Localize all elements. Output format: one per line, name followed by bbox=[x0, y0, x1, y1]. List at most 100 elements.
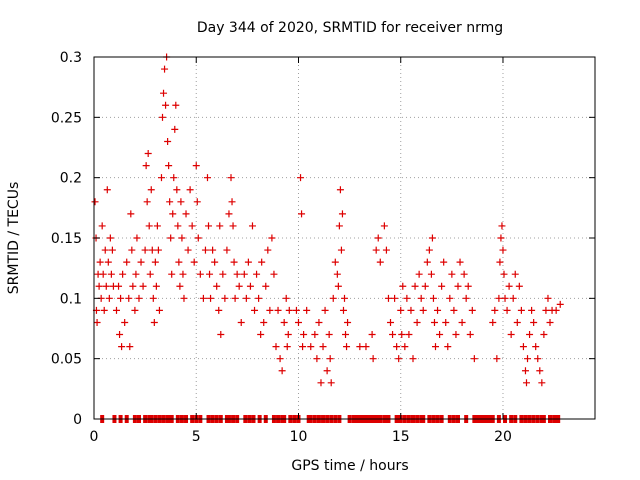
data-point-marker bbox=[413, 318, 421, 326]
data-point-marker bbox=[151, 258, 159, 266]
data-point-marker bbox=[538, 379, 546, 387]
data-point-marker bbox=[382, 246, 390, 254]
y-axis-label: SRMTID / TECUs bbox=[6, 182, 22, 295]
data-point-marker bbox=[237, 318, 245, 326]
data-point-marker bbox=[398, 331, 406, 339]
data-point-marker bbox=[331, 258, 339, 266]
data-point-marker bbox=[251, 306, 259, 314]
data-point-marker bbox=[511, 270, 519, 278]
data-point-marker bbox=[175, 258, 183, 266]
data-point-marker bbox=[257, 331, 265, 339]
data-point-marker bbox=[403, 294, 411, 302]
data-point-marker bbox=[100, 306, 108, 314]
data-point-marker bbox=[186, 186, 194, 194]
data-point-marker bbox=[454, 282, 462, 290]
data-point-marker bbox=[532, 343, 540, 351]
data-point-marker bbox=[117, 294, 125, 302]
data-point-marker bbox=[231, 294, 239, 302]
data-point-marker bbox=[544, 294, 552, 302]
data-point-marker bbox=[131, 306, 139, 314]
data-point-marker bbox=[126, 343, 134, 351]
y-tick-label: 0.3 bbox=[60, 50, 82, 66]
data-point-marker bbox=[270, 270, 278, 278]
data-point-marker bbox=[329, 294, 337, 302]
data-point-marker bbox=[436, 331, 444, 339]
data-point-marker bbox=[526, 331, 534, 339]
data-point-marker bbox=[206, 270, 214, 278]
data-point-marker bbox=[407, 306, 415, 314]
data-point-marker bbox=[513, 318, 521, 326]
data-point-marker bbox=[108, 246, 116, 254]
data-point-marker bbox=[102, 282, 110, 290]
data-point-marker bbox=[369, 355, 377, 363]
x-tick-label: 20 bbox=[494, 429, 512, 445]
data-point-marker bbox=[307, 343, 315, 351]
data-point-marker bbox=[425, 246, 433, 254]
data-point-marker bbox=[219, 270, 227, 278]
data-point-marker bbox=[493, 355, 501, 363]
data-point-marker bbox=[460, 270, 468, 278]
data-point-marker bbox=[517, 306, 525, 314]
data-point-marker bbox=[157, 174, 165, 182]
data-point-marker bbox=[444, 343, 452, 351]
data-point-marker bbox=[405, 331, 413, 339]
data-point-marker bbox=[207, 294, 215, 302]
data-point-marker bbox=[528, 306, 536, 314]
data-point-marker bbox=[167, 234, 175, 242]
data-point-marker bbox=[165, 162, 173, 170]
data-point-marker bbox=[223, 246, 231, 254]
data-point-marker bbox=[268, 234, 276, 242]
data-point-marker bbox=[458, 318, 466, 326]
data-point-marker bbox=[556, 300, 564, 308]
data-point-marker bbox=[497, 234, 505, 242]
data-point-marker bbox=[509, 294, 517, 302]
data-point-marker bbox=[221, 294, 229, 302]
data-point-marker bbox=[294, 318, 302, 326]
data-point-marker bbox=[91, 198, 99, 206]
data-point-marker bbox=[123, 258, 131, 266]
data-point-marker bbox=[311, 331, 319, 339]
data-point-marker bbox=[280, 318, 288, 326]
data-point-marker bbox=[521, 367, 529, 375]
data-point-marker bbox=[260, 318, 268, 326]
data-point-marker bbox=[264, 246, 272, 254]
data-point-marker bbox=[139, 282, 147, 290]
data-point-marker bbox=[429, 294, 437, 302]
data-point-marker bbox=[227, 174, 235, 182]
data-point-marker bbox=[326, 355, 334, 363]
data-point-marker bbox=[174, 222, 182, 230]
data-point-marker bbox=[106, 234, 114, 242]
data-point-marker bbox=[446, 294, 454, 302]
data-point-marker bbox=[505, 282, 513, 290]
data-point-marker bbox=[334, 282, 342, 290]
data-point-marker bbox=[242, 294, 250, 302]
data-point-marker bbox=[491, 306, 499, 314]
data-point-marker bbox=[515, 282, 523, 290]
data-point-marker bbox=[228, 198, 236, 206]
data-point-marker bbox=[217, 331, 225, 339]
data-point-marker bbox=[409, 355, 417, 363]
data-point-marker bbox=[368, 331, 376, 339]
data-point-marker bbox=[552, 306, 560, 314]
data-point-marker bbox=[341, 294, 348, 302]
data-point-marker bbox=[240, 270, 248, 278]
data-point-marker bbox=[119, 270, 127, 278]
data-point-marker bbox=[125, 294, 133, 302]
data-point-marker bbox=[489, 318, 497, 326]
data-point-marker bbox=[128, 246, 136, 254]
data-point-marker bbox=[149, 294, 157, 302]
data-point-marker bbox=[274, 306, 282, 314]
x-tick-label: 15 bbox=[392, 429, 410, 445]
data-point-marker bbox=[105, 294, 113, 302]
data-point-marker bbox=[107, 270, 115, 278]
data-point-marker bbox=[540, 331, 548, 339]
data-point-marker bbox=[160, 89, 168, 97]
data-point-marker bbox=[258, 258, 266, 266]
data-point-marker bbox=[132, 270, 140, 278]
data-point-marker bbox=[144, 150, 152, 158]
data-point-marker bbox=[362, 343, 370, 351]
data-point-marker bbox=[145, 222, 153, 230]
data-point-marker bbox=[338, 210, 346, 218]
data-point-marker bbox=[522, 379, 530, 387]
